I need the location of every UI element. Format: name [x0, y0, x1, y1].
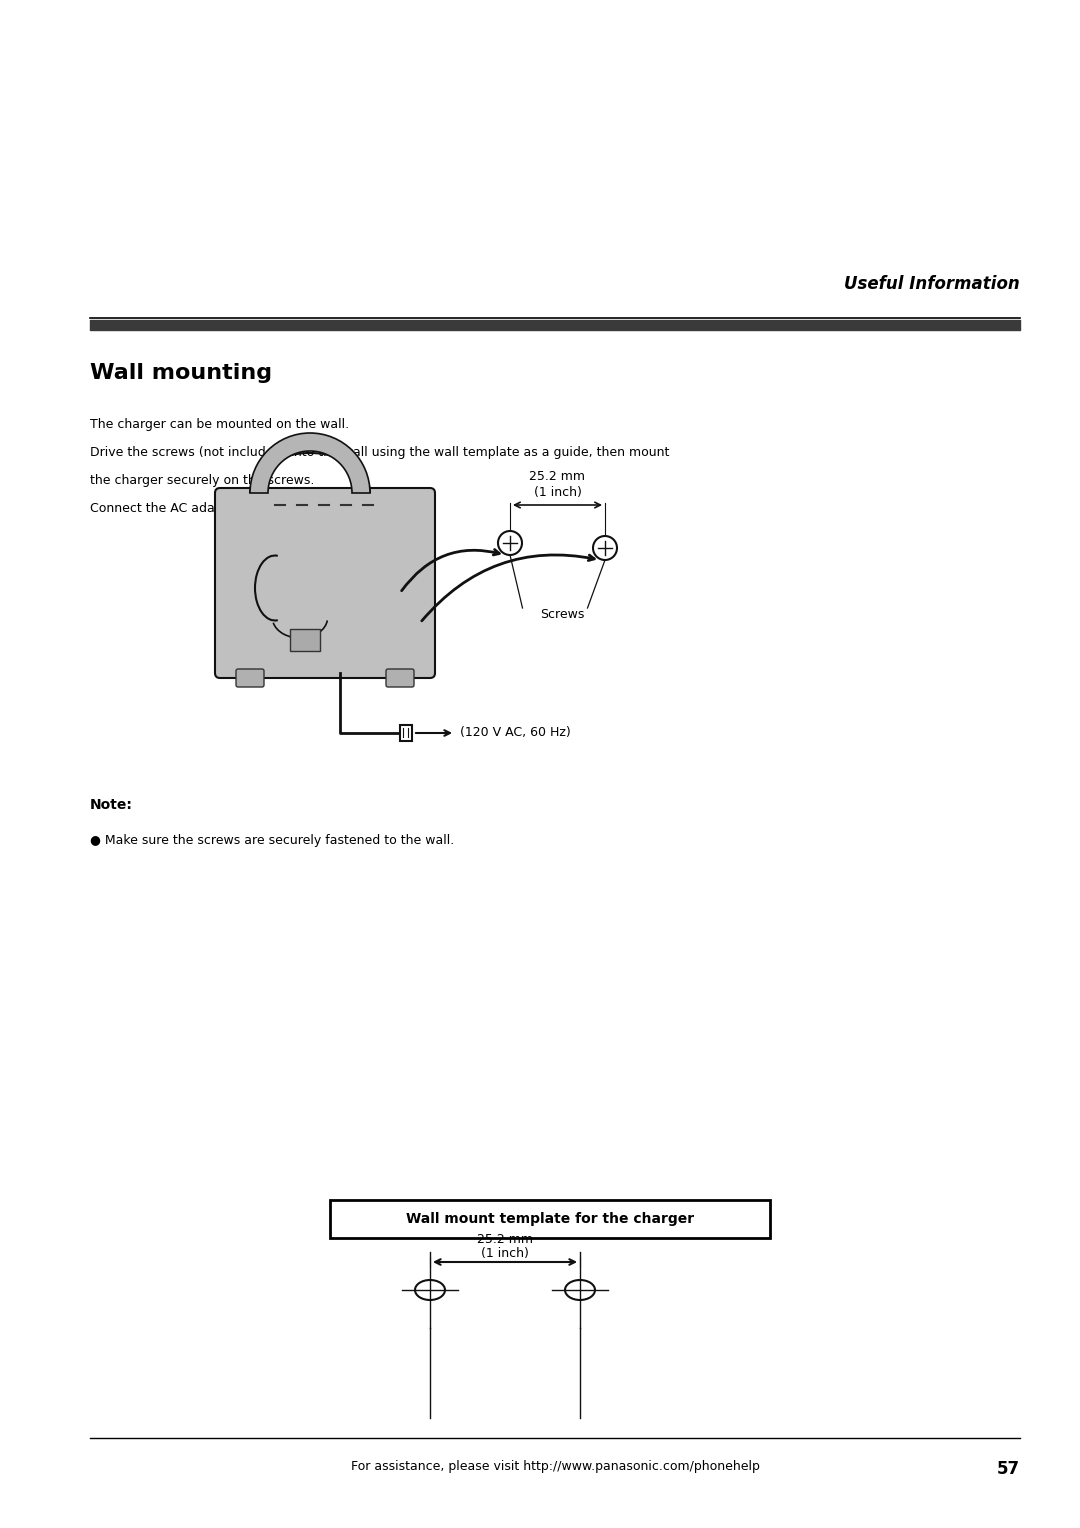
- Text: Wall mount template for the charger: Wall mount template for the charger: [406, 1212, 694, 1225]
- Circle shape: [593, 536, 617, 559]
- Text: (1 inch): (1 inch): [534, 486, 581, 500]
- Text: (1 inch): (1 inch): [481, 1247, 529, 1261]
- Text: the charger securely on the screws.: the charger securely on the screws.: [90, 474, 314, 487]
- FancyBboxPatch shape: [291, 630, 320, 651]
- Text: 25.2 mm: 25.2 mm: [529, 471, 585, 483]
- Text: (120 V AC, 60 Hz): (120 V AC, 60 Hz): [460, 726, 570, 740]
- Text: 57: 57: [997, 1459, 1020, 1478]
- Bar: [330, 1199, 770, 1238]
- Text: For assistance, please visit http://www.panasonic.com/phonehelp: For assistance, please visit http://www.…: [351, 1459, 759, 1473]
- Text: The charger can be mounted on the wall.: The charger can be mounted on the wall.: [90, 419, 349, 431]
- Text: Note:: Note:: [90, 798, 133, 811]
- Text: Drive the screws (not included) into the wall using the wall template as a guide: Drive the screws (not included) into the…: [90, 446, 670, 458]
- Text: 25.2 mm: 25.2 mm: [477, 1233, 534, 1245]
- FancyBboxPatch shape: [215, 487, 435, 678]
- FancyBboxPatch shape: [237, 669, 264, 688]
- Text: ● Make sure the screws are securely fastened to the wall.: ● Make sure the screws are securely fast…: [90, 834, 455, 847]
- Ellipse shape: [415, 1280, 445, 1300]
- Wedge shape: [249, 432, 370, 494]
- Circle shape: [498, 532, 522, 555]
- Text: Screws: Screws: [540, 608, 584, 620]
- Bar: [400, 724, 411, 741]
- FancyBboxPatch shape: [386, 669, 414, 688]
- Text: Useful Information: Useful Information: [845, 275, 1020, 293]
- Text: Connect the AC adaptor to power outlet (page 10).: Connect the AC adaptor to power outlet (…: [90, 503, 409, 515]
- Text: Wall mounting: Wall mounting: [90, 364, 272, 384]
- Ellipse shape: [565, 1280, 595, 1300]
